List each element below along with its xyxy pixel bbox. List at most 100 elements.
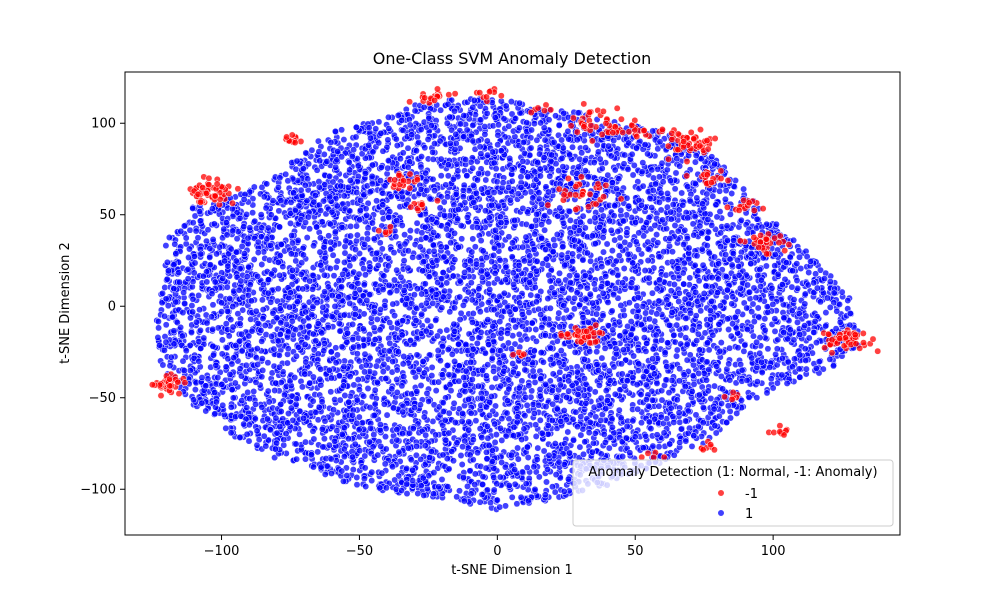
data-point-normal (627, 318, 635, 326)
data-point-normal (353, 481, 361, 489)
data-point-normal (676, 162, 684, 170)
data-point-normal (517, 173, 525, 181)
data-point-normal (577, 431, 585, 439)
data-point-normal (579, 256, 587, 264)
data-point-normal (233, 235, 241, 243)
data-point-normal (502, 502, 509, 510)
data-point-normal (494, 131, 502, 139)
data-point-normal (274, 183, 282, 191)
data-point-normal (416, 243, 424, 251)
data-point-normal (203, 319, 211, 327)
data-point-normal (741, 341, 749, 349)
data-point-normal (740, 347, 748, 355)
data-point-normal (530, 463, 538, 471)
data-point-normal (327, 388, 335, 396)
data-point-normal (513, 500, 521, 508)
data-point-normal (292, 257, 300, 265)
data-point-normal (331, 228, 339, 236)
data-point-normal (497, 382, 505, 390)
data-point-normal (653, 379, 661, 387)
data-point-normal (541, 226, 549, 234)
data-point-normal (676, 365, 684, 373)
data-point-normal (485, 280, 492, 288)
data-point-normal (532, 337, 540, 345)
data-point-normal (621, 238, 629, 246)
data-point-normal (258, 355, 266, 363)
data-point-normal (166, 362, 174, 370)
data-point-normal (471, 243, 479, 251)
data-point-normal (599, 312, 607, 320)
data-point-normal (372, 125, 380, 133)
data-point-normal (620, 265, 628, 272)
data-point-normal (517, 183, 525, 191)
data-point-normal (481, 130, 489, 138)
data-point-normal (815, 358, 823, 366)
data-point-normal (691, 213, 699, 221)
data-point-normal (204, 226, 212, 234)
data-point-normal (277, 240, 285, 248)
data-point-normal (354, 376, 362, 384)
data-point-normal (393, 287, 401, 295)
data-point-normal (250, 388, 258, 395)
data-point-normal (822, 309, 830, 317)
data-point-normal (527, 144, 535, 152)
data-point-normal (310, 435, 318, 443)
data-point-normal (165, 267, 172, 275)
data-point-normal (349, 466, 357, 474)
data-point-normal (182, 234, 190, 242)
data-point-normal (437, 155, 445, 163)
data-point-normal (329, 251, 337, 259)
data-point-normal (812, 270, 820, 278)
data-point-normal (504, 339, 512, 347)
data-point-normal (195, 292, 203, 299)
data-point-normal (451, 146, 459, 153)
data-point-normal (482, 372, 490, 380)
data-point-normal (677, 425, 685, 433)
data-point-normal (514, 444, 522, 452)
data-point-normal (688, 442, 696, 450)
data-point-normal (575, 163, 583, 171)
data-point-normal (451, 229, 458, 237)
data-point-normal (727, 332, 735, 340)
data-point-normal (336, 327, 344, 335)
data-point-normal (333, 351, 341, 359)
data-point-normal (805, 269, 813, 276)
data-point-normal (258, 296, 266, 304)
data-point-normal (671, 222, 679, 229)
data-point-normal (728, 300, 736, 308)
data-point-normal (444, 231, 452, 239)
data-point-normal (330, 272, 338, 280)
data-point-normal (428, 448, 435, 455)
data-point-normal (602, 387, 610, 395)
data-point-normal (802, 365, 810, 373)
data-point-normal (252, 354, 260, 362)
data-point-normal (523, 464, 531, 472)
data-point-normal (762, 262, 770, 270)
data-point-normal (368, 477, 376, 485)
data-point-normal (310, 242, 318, 250)
data-point-normal (369, 161, 377, 169)
data-point-normal (566, 216, 574, 224)
data-point-normal (347, 232, 354, 240)
data-point-normal (412, 147, 420, 155)
data-point-normal (413, 219, 421, 227)
data-point-normal (391, 476, 399, 484)
data-point-normal (382, 375, 390, 383)
data-point-normal (283, 359, 291, 367)
data-point-normal (366, 188, 374, 196)
data-point-normal (567, 229, 574, 237)
data-point-normal (379, 368, 387, 376)
data-point-normal (274, 285, 282, 293)
data-point-normal (171, 240, 179, 248)
data-point-normal (541, 136, 549, 144)
data-point-normal (457, 452, 465, 459)
data-point-normal (522, 393, 530, 401)
data-point-normal (581, 167, 589, 175)
data-point-normal (733, 409, 741, 417)
data-point-normal (296, 430, 304, 438)
data-point-normal (292, 352, 300, 360)
data-point-normal (669, 201, 677, 209)
data-point-normal (208, 313, 215, 321)
data-point-normal (421, 144, 429, 152)
data-point-normal (661, 349, 669, 357)
